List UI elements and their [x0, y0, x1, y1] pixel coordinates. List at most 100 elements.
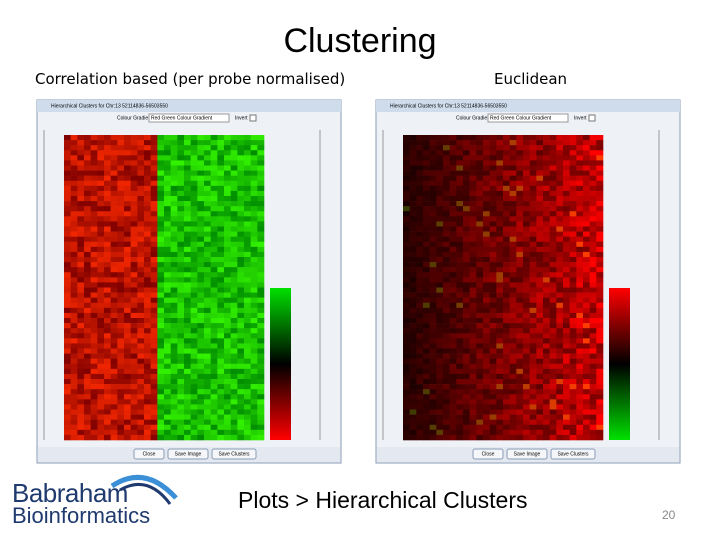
- button[interactable]: [472, 448, 504, 460]
- gradient-select[interactable]: [148, 113, 230, 123]
- heatmap-cell: [150, 185, 158, 192]
- invert-checkbox[interactable]: [249, 114, 257, 122]
- gradient-select[interactable]: [487, 113, 569, 123]
- heatmap-cell: [137, 262, 145, 268]
- heatmap-cell: [64, 292, 71, 298]
- heatmap-cell: [509, 185, 517, 192]
- heatmap-cell: [549, 145, 557, 151]
- heatmap-cell: [469, 389, 477, 395]
- button[interactable]: [167, 448, 209, 460]
- heatmap-cell: [204, 196, 211, 202]
- heatmap-cell: [110, 180, 118, 187]
- heatmap-cell: [489, 246, 497, 253]
- heatmap-cell: [110, 363, 118, 370]
- heatmap-cell: [416, 272, 424, 278]
- logo-line2: Bioinformatics: [12, 503, 151, 528]
- heatmap-cell: [144, 302, 151, 309]
- heatmap-cell: [170, 338, 178, 344]
- heatmap-cell: [403, 363, 410, 370]
- heatmap-cell: [456, 323, 464, 329]
- heatmap-cell: [137, 399, 145, 405]
- heatmap-cell: [416, 226, 424, 232]
- heatmap-cell: [489, 312, 497, 319]
- heatmap-cell: [436, 338, 444, 344]
- heatmap-cell: [97, 312, 105, 319]
- button-label: Save Image: [175, 451, 202, 457]
- heatmap-cell: [536, 302, 544, 309]
- heatmap-cell: [563, 297, 570, 304]
- heatmap-cell: [563, 312, 570, 319]
- heatmap-cell: [509, 236, 517, 243]
- button[interactable]: [133, 448, 165, 460]
- heatmap-cell: [463, 394, 470, 400]
- heatmap-cell: [416, 338, 424, 344]
- heatmap-cell: [409, 282, 417, 288]
- heatmap-cell: [117, 185, 125, 192]
- heatmap-cell: [137, 414, 145, 420]
- heatmap-cell: [104, 297, 111, 304]
- heatmap-cell: [170, 379, 178, 385]
- button[interactable]: [506, 448, 548, 460]
- heatmap-cell: [190, 262, 198, 268]
- heatmap-cell: [523, 196, 530, 202]
- heatmap-cell: [469, 424, 477, 431]
- heatmap-cell: [489, 251, 497, 258]
- heatmap-cell: [150, 307, 158, 314]
- heatmap-cell: [549, 196, 557, 202]
- heatmap-cell: [416, 196, 424, 202]
- heatmap-cell: [416, 318, 424, 324]
- heatmap-cell: [157, 389, 165, 395]
- heatmap-cell: [104, 150, 111, 156]
- heatmap-cell: [556, 206, 564, 212]
- heatmap-cell: [469, 384, 477, 390]
- heatmap-cell: [496, 318, 504, 324]
- heatmap-cell: [563, 251, 570, 258]
- heatmap-cell: [436, 241, 444, 248]
- heatmap-cell: [150, 343, 158, 349]
- heatmap-cell: [70, 262, 78, 268]
- heatmap-cell: [503, 201, 510, 207]
- heatmap-cell: [516, 282, 524, 288]
- heatmap-cell: [64, 246, 71, 253]
- heatmap-cell: [423, 399, 430, 405]
- heatmap-cell: [409, 333, 417, 339]
- heatmap-cell: [516, 211, 524, 217]
- heatmap-cell: [90, 348, 98, 354]
- button[interactable]: [211, 448, 257, 460]
- heatmap-cell: [423, 282, 430, 288]
- heatmap-cell: [523, 160, 530, 166]
- heatmap-cell: [110, 348, 118, 354]
- heatmap-cell: [509, 135, 517, 141]
- heatmap-cell: [549, 338, 557, 344]
- heatmap-cell: [104, 328, 111, 334]
- heatmap-cell: [204, 190, 211, 197]
- heatmap-cell: [117, 343, 125, 349]
- heatmap-cell: [443, 287, 450, 293]
- heatmap-cell: [489, 221, 497, 227]
- heatmap-cell: [157, 282, 165, 288]
- heatmap-cell: [170, 160, 178, 166]
- invert-checkbox[interactable]: [588, 114, 596, 122]
- heatmap-cell: [230, 206, 238, 212]
- heatmap-cell: [463, 196, 470, 202]
- heatmap-cell: [144, 185, 151, 192]
- heatmap-cell: [97, 160, 105, 166]
- heatmap-cell: [409, 287, 417, 293]
- heatmap-cell: [97, 358, 105, 365]
- heatmap-cell: [150, 389, 158, 395]
- heatmap-cell: [150, 399, 158, 405]
- heatmap-cell: [409, 297, 417, 304]
- heatmap-cell: [130, 221, 138, 227]
- heatmap-cell: [509, 434, 517, 441]
- heatmap-cell: [409, 379, 417, 385]
- heatmap-cell: [489, 287, 497, 293]
- heatmap-cell: [436, 363, 444, 370]
- button[interactable]: [550, 448, 596, 460]
- heatmap-cell: [97, 434, 105, 441]
- heatmap-cell: [436, 429, 444, 436]
- heatmap-cell: [257, 251, 265, 258]
- heatmap-cell: [170, 190, 178, 197]
- heatmap-cell: [64, 353, 71, 359]
- heatmap-cell: [184, 394, 191, 400]
- heatmap-cell: [403, 206, 410, 212]
